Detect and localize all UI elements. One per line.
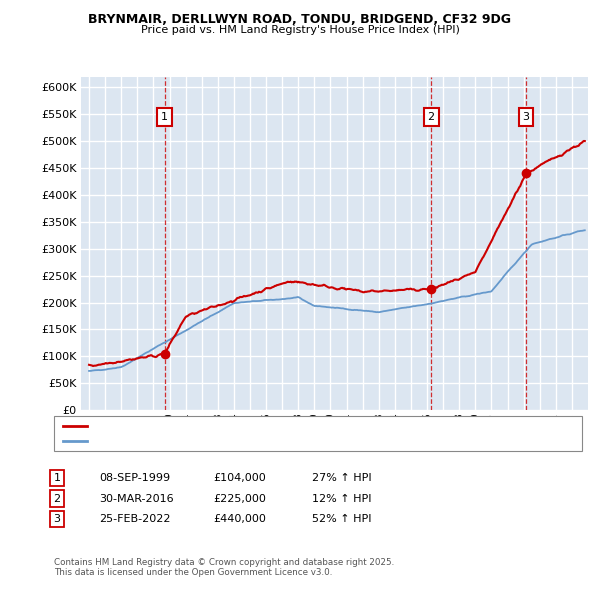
Text: 3: 3 [53,514,61,524]
Text: 30-MAR-2016: 30-MAR-2016 [99,494,173,503]
Text: 25-FEB-2022: 25-FEB-2022 [99,514,170,524]
Text: BRYNMAIR, DERLLWYN ROAD, TONDU, BRIDGEND, CF32 9DG (detached house): BRYNMAIR, DERLLWYN ROAD, TONDU, BRIDGEND… [91,421,486,431]
Text: 1: 1 [161,112,168,122]
Text: 08-SEP-1999: 08-SEP-1999 [99,473,170,483]
Text: Contains HM Land Registry data © Crown copyright and database right 2025.
This d: Contains HM Land Registry data © Crown c… [54,558,394,577]
Text: 27% ↑ HPI: 27% ↑ HPI [312,473,371,483]
Text: 1: 1 [53,473,61,483]
Text: BRYNMAIR, DERLLWYN ROAD, TONDU, BRIDGEND, CF32 9DG: BRYNMAIR, DERLLWYN ROAD, TONDU, BRIDGEND… [89,13,511,26]
Text: 12% ↑ HPI: 12% ↑ HPI [312,494,371,503]
Text: 2: 2 [428,112,434,122]
Text: £225,000: £225,000 [213,494,266,503]
Text: £440,000: £440,000 [213,514,266,524]
Text: Price paid vs. HM Land Registry's House Price Index (HPI): Price paid vs. HM Land Registry's House … [140,25,460,35]
Text: HPI: Average price, detached house, Bridgend: HPI: Average price, detached house, Brid… [91,437,321,447]
Text: £104,000: £104,000 [213,473,266,483]
Text: 52% ↑ HPI: 52% ↑ HPI [312,514,371,524]
Text: 2: 2 [53,494,61,503]
Text: 3: 3 [523,112,530,122]
